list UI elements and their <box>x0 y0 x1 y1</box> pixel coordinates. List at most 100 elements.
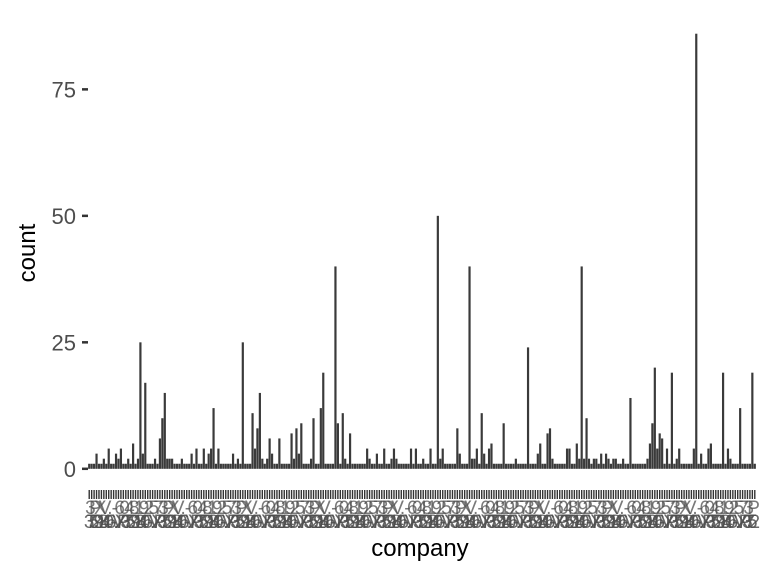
x-tick-label: V <box>99 498 112 519</box>
bar <box>263 463 266 469</box>
x-tick-label: 3 <box>597 498 608 519</box>
x-tick-label: X <box>261 512 274 533</box>
bar <box>329 463 332 469</box>
bar <box>612 458 615 469</box>
x-tick-label: 6 <box>545 512 556 533</box>
bar <box>444 463 447 469</box>
bar <box>614 458 617 469</box>
bar <box>753 463 756 469</box>
bar <box>526 347 530 469</box>
x-tick-label: V <box>391 498 404 519</box>
x-tick-label: 6 <box>362 512 373 533</box>
x-tick-label: 9 <box>431 498 442 519</box>
x-tick-label: 0 <box>359 512 370 533</box>
x-tick-label: 5 <box>149 498 160 519</box>
x-tick-label: X <box>94 498 107 519</box>
x-tick-label: X <box>334 512 347 533</box>
bar <box>353 463 357 469</box>
bar <box>290 433 293 469</box>
bar <box>356 463 359 469</box>
bar <box>502 423 505 469</box>
x-tick-label: . <box>699 512 704 533</box>
bar <box>590 463 593 469</box>
x-tick-label: 3 <box>158 498 169 519</box>
x-tick-label: 9 <box>651 498 662 519</box>
x-tick-label: 9 <box>203 512 214 533</box>
bar <box>163 392 166 469</box>
bar <box>492 463 496 469</box>
bar <box>734 463 737 469</box>
x-tick-label: 5 <box>162 512 173 533</box>
bar <box>114 453 118 469</box>
x-tick-label: 6 <box>114 498 125 519</box>
x-tick-label: 1 <box>645 512 656 533</box>
bar <box>153 458 157 469</box>
x-tick-label: 0 <box>103 512 114 533</box>
x-tick-label: 8 <box>611 512 622 533</box>
x-tick-label: 6 <box>142 512 153 533</box>
x-tick-label: P <box>739 512 752 533</box>
x-tick-label: 2 <box>164 512 175 533</box>
bar <box>751 372 754 469</box>
bar <box>319 408 322 469</box>
x-tick-label: 9 <box>240 512 251 533</box>
x-tick-label: X <box>517 512 530 533</box>
x-tick-label: 6 <box>700 498 711 519</box>
bar <box>441 448 444 469</box>
bar <box>249 463 252 469</box>
x-tick-label: 6 <box>435 512 446 533</box>
x-tick-label: 4 <box>417 498 428 519</box>
x-tick-label: X <box>606 498 619 519</box>
x-tick-label: 8 <box>348 498 359 519</box>
x-tick-label: P <box>263 512 276 533</box>
x-tick-label: 7 <box>525 512 536 533</box>
x-tick-label: 6 <box>691 512 702 533</box>
y-tick-label: 0 <box>64 457 76 482</box>
bar <box>127 458 130 469</box>
x-tick-label: X <box>590 512 603 533</box>
x-tick-label: 0 <box>558 498 569 519</box>
x-tick-label: - <box>624 498 630 519</box>
x-tick-label: 4 <box>270 498 281 519</box>
x-tick-label: 3 <box>706 512 717 533</box>
x-tick-label: 4 <box>284 512 295 533</box>
x-tick-label: 2 <box>457 512 468 533</box>
x-tick-label: 3 <box>340 512 351 533</box>
bar <box>217 448 220 469</box>
x-tick-label: 4 <box>430 512 441 533</box>
x-tick-label: P <box>528 498 541 519</box>
x-tick-label: 7 <box>739 498 750 519</box>
x-tick-label: 1 <box>133 512 144 533</box>
x-tick-label: 5 <box>272 512 283 533</box>
bar <box>236 458 240 469</box>
x-tick-label: 9 <box>724 498 735 519</box>
y-tick-label: 50 <box>52 204 76 229</box>
x-tick-label: X <box>627 512 640 533</box>
bar <box>475 448 478 469</box>
x-tick-label: X <box>736 512 749 533</box>
bar <box>704 463 708 469</box>
bar <box>673 463 676 469</box>
bar <box>690 463 693 469</box>
x-tick-label: 3 <box>157 512 168 533</box>
bar <box>346 463 349 469</box>
x-tick-label: 5 <box>454 512 465 533</box>
bar <box>231 453 235 469</box>
x-tick-label: 7 <box>379 512 390 533</box>
x-tick-label: 3 <box>378 498 389 519</box>
x-tick-label: V <box>611 498 624 519</box>
x-tick-label: . <box>619 498 624 519</box>
bar <box>682 463 686 469</box>
bar <box>487 448 491 469</box>
x-tick-label: 2 <box>201 512 212 533</box>
x-tick-label: 4 <box>723 512 734 533</box>
bar <box>675 458 678 469</box>
x-tick-label: 5 <box>587 498 598 519</box>
x-tick-label: 2 <box>729 498 740 519</box>
bar <box>134 463 137 469</box>
bar <box>361 463 364 469</box>
bar <box>158 438 162 469</box>
x-tick-label: P <box>592 512 605 533</box>
bar <box>541 463 544 469</box>
x-tick-label: 0 <box>725 512 736 533</box>
